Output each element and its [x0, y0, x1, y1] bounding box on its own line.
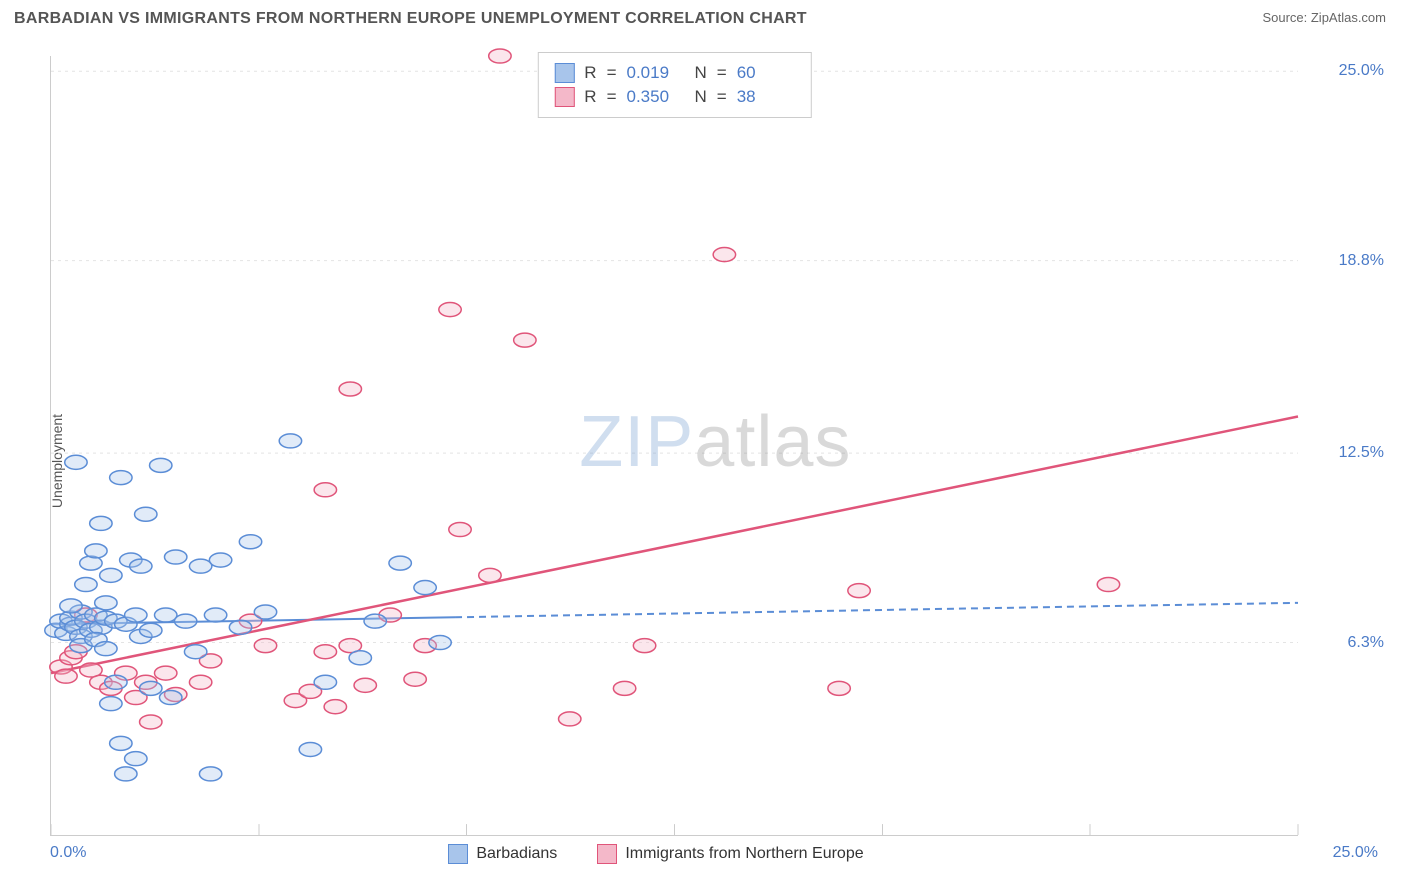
- chart-area: Unemployment ZIPatlas R = 0.019 N = 60 R…: [14, 44, 1392, 878]
- eq: =: [717, 87, 727, 107]
- eq: =: [607, 87, 617, 107]
- n-label: N: [695, 63, 707, 83]
- source-prefix: Source:: [1262, 10, 1310, 25]
- scatter-svg: [51, 56, 1298, 835]
- n-value-0: 60: [737, 63, 795, 83]
- y-tick-label: 18.8%: [1304, 252, 1384, 270]
- series-legend: Barbadians Immigrants from Northern Euro…: [14, 844, 1298, 864]
- y-tick-label: 12.5%: [1304, 444, 1384, 462]
- legend-swatch-1: [554, 87, 574, 107]
- y-tick-label: 25.0%: [1304, 62, 1384, 80]
- legend-swatch-0: [554, 63, 574, 83]
- y-tick-label: 6.3%: [1304, 634, 1384, 652]
- n-value-1: 38: [737, 87, 795, 107]
- eq: =: [717, 63, 727, 83]
- legend-label-0: Barbadians: [476, 845, 557, 863]
- r-value-0: 0.019: [627, 63, 685, 83]
- n-label: N: [695, 87, 707, 107]
- legend-swatch-immigrants: [597, 844, 617, 864]
- r-label: R: [584, 87, 596, 107]
- legend-swatch-barbadians: [448, 844, 468, 864]
- legend-row-0: R = 0.019 N = 60: [554, 61, 794, 85]
- legend-item-0: Barbadians: [448, 844, 557, 864]
- legend-item-1: Immigrants from Northern Europe: [597, 844, 863, 864]
- eq: =: [607, 63, 617, 83]
- r-value-1: 0.350: [627, 87, 685, 107]
- r-label: R: [584, 63, 596, 83]
- source-link[interactable]: ZipAtlas.com: [1311, 10, 1386, 25]
- source-citation: Source: ZipAtlas.com: [1262, 10, 1386, 25]
- chart-title: BARBADIAN VS IMMIGRANTS FROM NORTHERN EU…: [14, 10, 807, 28]
- legend-row-1: R = 0.350 N = 38: [554, 85, 794, 109]
- legend-label-1: Immigrants from Northern Europe: [625, 845, 863, 863]
- plot-region: ZIPatlas R = 0.019 N = 60 R = 0.350 N = …: [50, 56, 1298, 836]
- x-tick-max: 25.0%: [1333, 844, 1378, 862]
- correlation-legend: R = 0.019 N = 60 R = 0.350 N = 38: [537, 52, 811, 118]
- chart-header: BARBADIAN VS IMMIGRANTS FROM NORTHERN EU…: [0, 0, 1406, 28]
